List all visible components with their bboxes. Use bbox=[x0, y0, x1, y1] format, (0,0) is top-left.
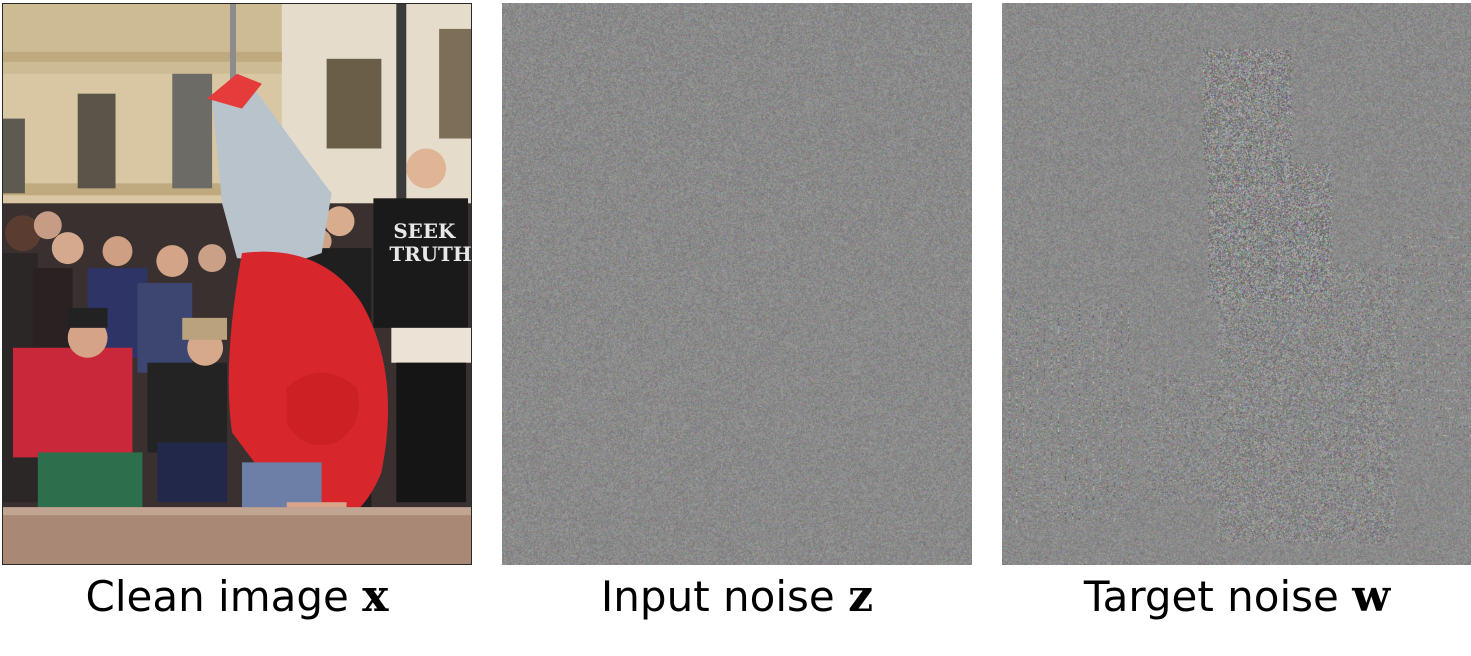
shirt-text-line-1: SEEK bbox=[393, 219, 456, 243]
input-noise-panel bbox=[502, 3, 972, 565]
structured-noise-image bbox=[1002, 3, 1471, 565]
symbol-w: w bbox=[1352, 571, 1391, 622]
breakdancer-photo: SEEK TRUTH bbox=[3, 4, 471, 564]
caption-clean-text: Clean image bbox=[85, 572, 349, 621]
caption-input-noise: Input noise z bbox=[502, 568, 972, 626]
shirt-text-line-2: TRUTH bbox=[389, 242, 471, 266]
gaussian-noise-image bbox=[502, 3, 972, 565]
symbol-x: x bbox=[362, 571, 389, 622]
symbol-z: z bbox=[848, 571, 874, 622]
target-noise-panel bbox=[1002, 3, 1471, 565]
caption-target-noise: Target noise w bbox=[1002, 568, 1471, 626]
clean-image-panel: SEEK TRUTH bbox=[2, 3, 472, 565]
caption-target-text: Target noise bbox=[1083, 572, 1339, 621]
caption-clean-image: Clean image x bbox=[2, 568, 472, 626]
caption-input-text: Input noise bbox=[600, 572, 835, 621]
